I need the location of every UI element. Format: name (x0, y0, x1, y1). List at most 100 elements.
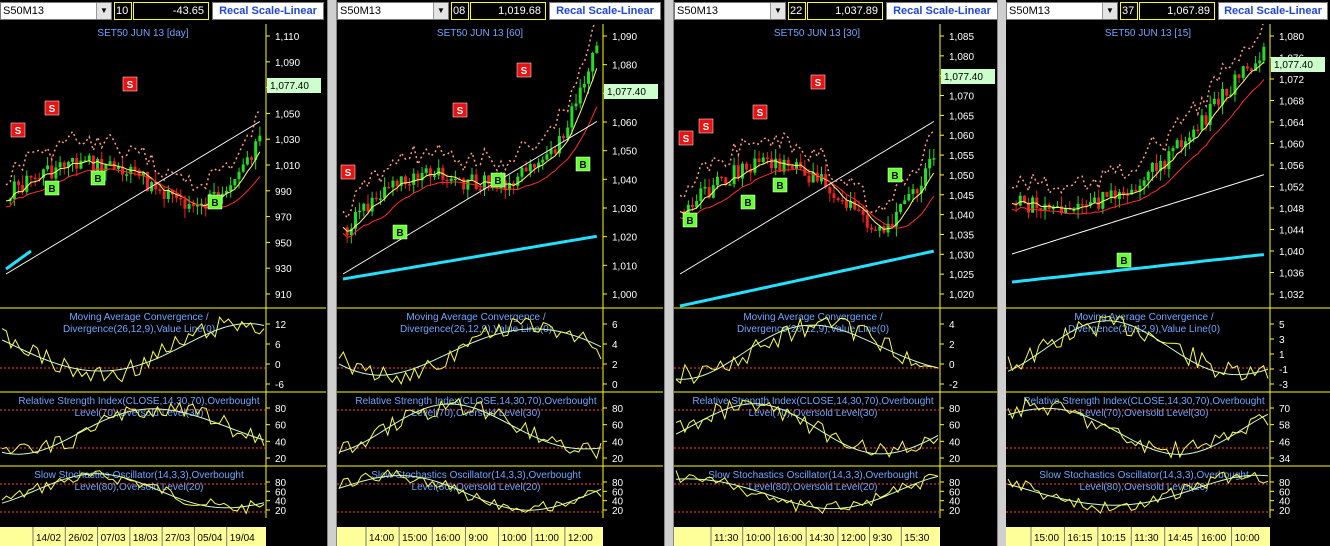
sell-signal-marker[interactable]: S (122, 76, 138, 92)
chart-canvas[interactable]: SET50 JUN 13 [60]1,0901,0801,0701,0601,0… (337, 24, 663, 546)
candle (416, 170, 420, 188)
moving-average-fast (1011, 61, 1265, 210)
candle (466, 179, 470, 200)
price-tick-label: 1,030 (949, 250, 974, 261)
svg-text:B: B (776, 181, 783, 192)
indicator-tick-label: 20 (949, 454, 961, 465)
candle (1027, 197, 1031, 219)
symbol-select[interactable]: S50M13 ▼ (0, 2, 112, 20)
buy-signal-marker[interactable]: B (490, 172, 506, 188)
chart-canvas[interactable]: SET50 JUN 13 [day]1,1101,0901,0701,0501,… (0, 24, 326, 546)
candle (886, 216, 890, 237)
chart-canvas[interactable]: SET50 JUN 13 [30]1,0851,0801,0751,0701,0… (674, 24, 1000, 546)
candle (241, 158, 245, 173)
symbol-select[interactable]: S50M13 ▼ (337, 2, 449, 20)
indicator-tick-label: 6 (612, 320, 618, 331)
indicator-title: Level(70),Oversold Level(30) (749, 408, 878, 419)
indicator-line (1, 315, 265, 383)
sell-signal-marker[interactable]: S (10, 122, 26, 138)
price-tick-label: 1,025 (949, 270, 974, 281)
indicator-tick-label: 60 (275, 487, 287, 498)
indicator-tick-label: 60 (275, 421, 287, 432)
chart-canvas[interactable]: SET50 JUN 13 [15]1,0801,0761,0721,0681,0… (1006, 24, 1330, 546)
candlestick-series (8, 126, 262, 218)
candle (179, 189, 183, 206)
candle (170, 189, 174, 204)
candle (1088, 193, 1092, 209)
bar-count-field[interactable]: 22 (788, 2, 806, 20)
indicator-line (1007, 397, 1269, 459)
chevron-down-icon[interactable]: ▼ (770, 3, 785, 19)
chevron-down-icon[interactable]: ▼ (1102, 3, 1117, 19)
buy-signal-marker[interactable]: B (90, 170, 106, 186)
candle (566, 120, 570, 142)
panel-splitter[interactable] (664, 0, 674, 546)
svg-text:S: S (15, 126, 22, 137)
bar-count-field[interactable]: 08 (451, 2, 469, 20)
sell-signal-marker[interactable]: S (340, 164, 356, 180)
buy-signal-marker[interactable]: B (575, 156, 591, 172)
candle (104, 163, 108, 181)
candle (366, 194, 370, 215)
stochastic-pane: Slow Stochastics Oscillator(14,3,3),Over… (337, 469, 624, 517)
candle (387, 181, 391, 189)
recal-scale-button[interactable]: Recal Scale-Linear (212, 2, 324, 20)
buy-signal-marker[interactable]: B (740, 194, 756, 210)
parabolic-sar (1011, 24, 1264, 195)
symbol-select[interactable]: S50M13 ▼ (1006, 2, 1118, 20)
candle (245, 151, 249, 166)
buy-signal-marker[interactable]: B (1116, 252, 1132, 268)
moving-average-long (1011, 253, 1265, 284)
candlestick-series (682, 149, 936, 238)
candle (503, 172, 507, 199)
time-tick-label: 16:00 (777, 533, 802, 544)
rsi-pane: Relative Strength Index(CLOSE,14,30,70),… (674, 396, 961, 465)
price-tick-label: 910 (275, 290, 292, 301)
sell-signal-marker[interactable]: S (516, 62, 532, 78)
candle (1031, 195, 1035, 213)
time-tick-label: 16:00 (435, 533, 460, 544)
time-tick-label: 15:00 (402, 533, 427, 544)
last-price-tag: 1,077.40 (604, 84, 658, 99)
bar-count-field[interactable]: 37 (1120, 2, 1138, 20)
sell-signal-marker[interactable]: S (698, 118, 714, 134)
sell-signal-marker[interactable]: S (44, 100, 60, 116)
recal-scale-button[interactable]: Recal Scale-Linear (886, 2, 998, 20)
candle (549, 140, 553, 159)
panel-toolbar: S50M13 ▼ 10 -43.65 Recal Scale-Linear (0, 0, 326, 24)
indicator-tick-label: 40 (1279, 497, 1291, 508)
moving-average-mid (679, 168, 935, 229)
candle (1064, 204, 1068, 215)
time-axis: 14/02 26/02 07/03 18/03 27/03 05/04 19/04 (0, 527, 326, 546)
recal-scale-button[interactable]: Recal Scale-Linear (549, 2, 661, 20)
buy-signal-marker[interactable]: B (44, 180, 60, 196)
buy-signal-marker[interactable]: B (887, 167, 903, 183)
signal-line (1, 408, 265, 455)
sell-signal-marker[interactable]: S (810, 74, 826, 90)
sell-signal-marker[interactable]: S (452, 102, 468, 118)
candle (116, 162, 120, 173)
sell-signal-marker[interactable]: S (678, 130, 694, 146)
price-tick-label: 1,072 (1279, 75, 1304, 86)
panel-splitter[interactable] (327, 0, 337, 546)
svg-text:S: S (703, 122, 710, 133)
buy-signal-marker[interactable]: B (392, 224, 408, 240)
candle (899, 203, 903, 215)
price-tick-label: 1,030 (275, 135, 300, 146)
recal-scale-button[interactable]: Recal Scale-Linear (1218, 2, 1328, 20)
bar-count-field[interactable]: 10 (114, 2, 132, 20)
symbol-select[interactable]: S50M13 ▼ (674, 2, 786, 20)
chevron-down-icon[interactable]: ▼ (96, 3, 111, 19)
time-tick-label: 18/03 (133, 533, 158, 544)
buy-signal-marker[interactable]: B (682, 212, 698, 228)
chevron-down-icon[interactable]: ▼ (433, 3, 448, 19)
candle (844, 195, 848, 212)
indicator-tick-label: 20 (1279, 506, 1291, 517)
price-tick-label: 970 (275, 213, 292, 224)
buy-signal-marker[interactable]: B (207, 194, 223, 210)
time-tick-label: 10:00 (1235, 533, 1260, 544)
symbol-value: S50M13 (677, 5, 718, 17)
sell-signal-marker[interactable]: S (752, 104, 768, 120)
time-tick-label: 26/02 (68, 533, 93, 544)
buy-signal-marker[interactable]: B (772, 177, 788, 193)
